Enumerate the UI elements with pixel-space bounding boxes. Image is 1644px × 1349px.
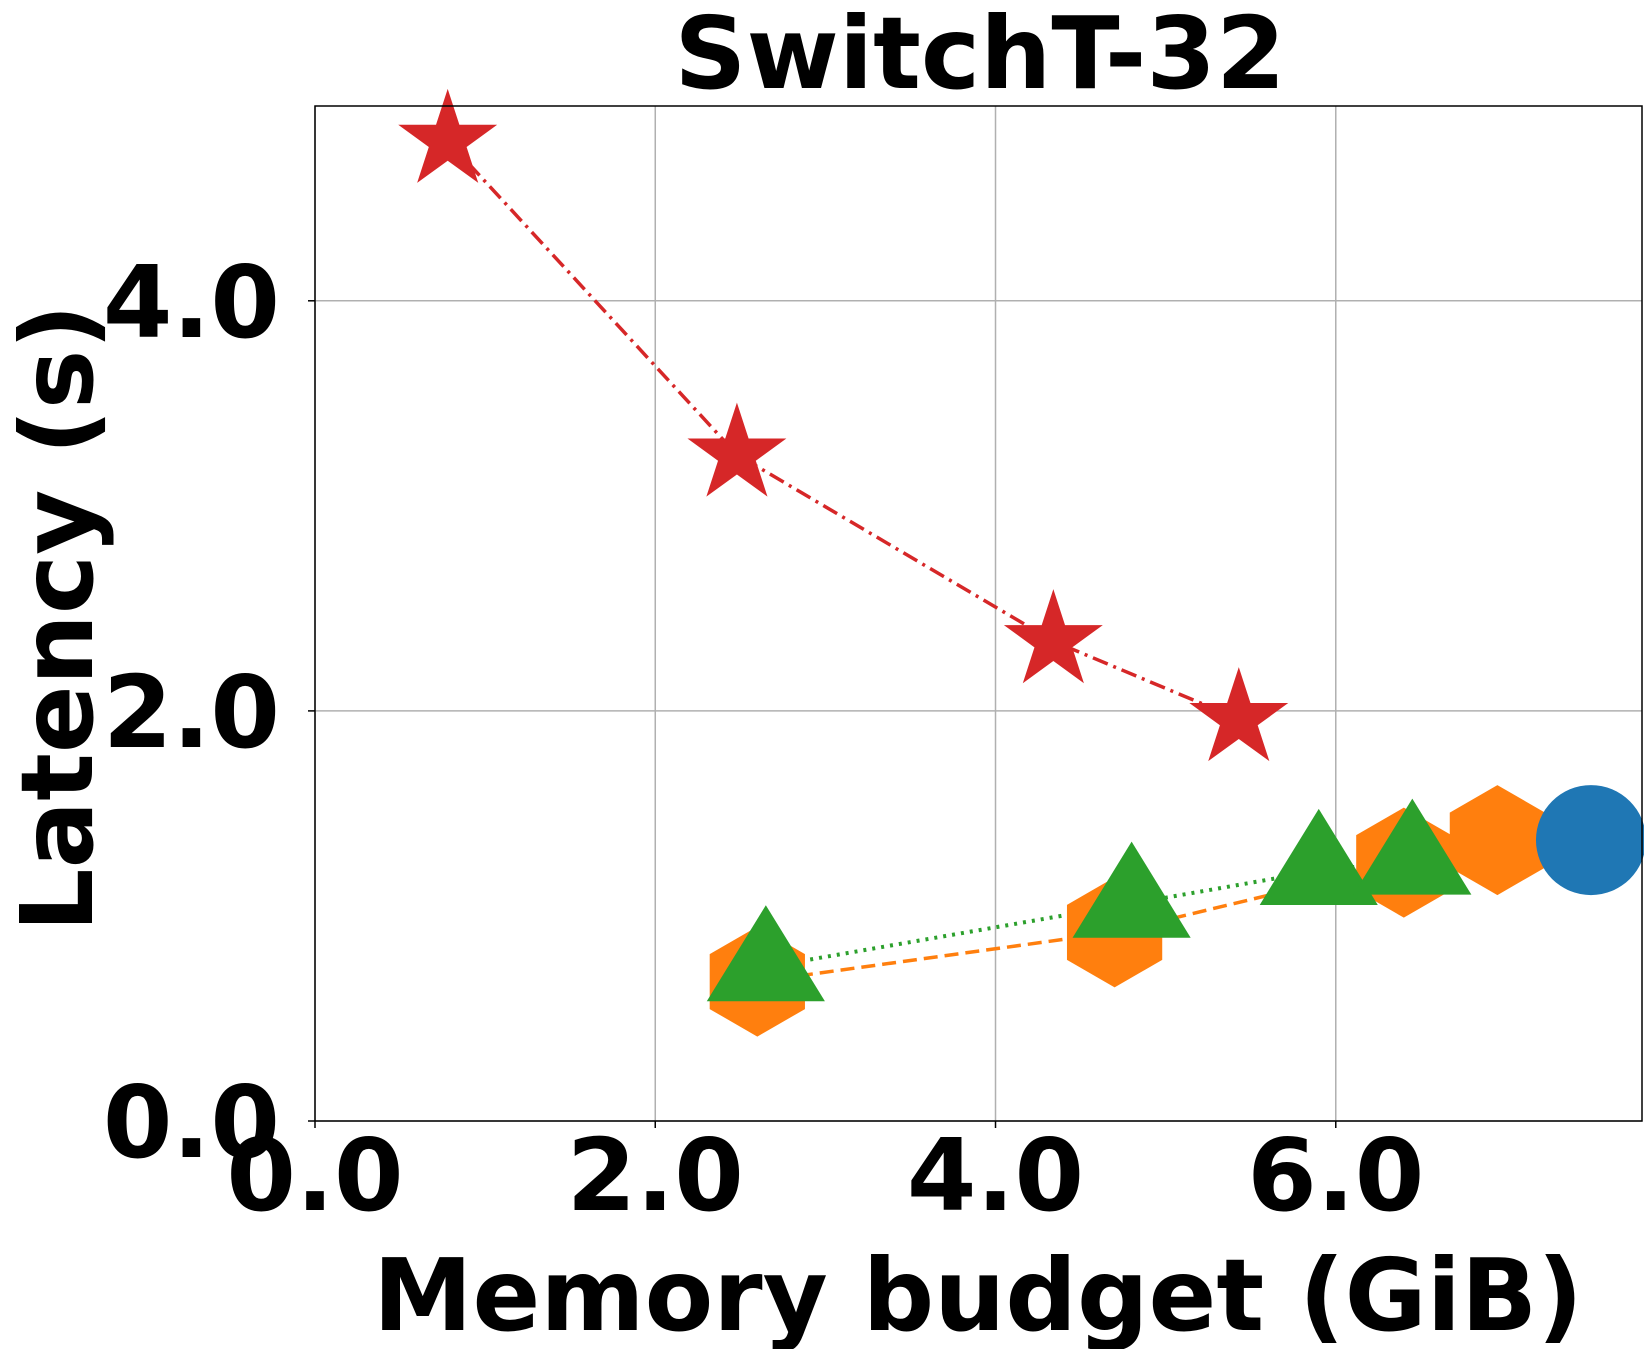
data-point-star xyxy=(687,402,787,497)
chart-title: SwitchT-32 xyxy=(674,0,1285,112)
y-axis-label: Latency (s) xyxy=(0,304,116,932)
series-line xyxy=(446,139,1240,721)
data-point-triangle xyxy=(706,905,825,1002)
data-point-triangle xyxy=(1353,798,1472,895)
x-tick-label: 4.0 xyxy=(907,1117,1084,1234)
grid-layer xyxy=(314,106,1642,1122)
data-point-triangle xyxy=(1259,808,1378,905)
x-tick-label: 6.0 xyxy=(1247,1117,1424,1234)
axes-frame xyxy=(314,105,1643,1122)
y-tick-label: 2.0 xyxy=(103,654,280,771)
x-axis-label: Memory budget (GiB) xyxy=(373,1237,1583,1349)
data-point-star xyxy=(1003,589,1103,684)
data-point-triangle xyxy=(1072,841,1191,938)
data-point-star xyxy=(398,88,498,183)
series-layer xyxy=(398,88,1644,1037)
data-point-circle xyxy=(1535,785,1644,896)
y-tick-label: 4.0 xyxy=(103,244,280,361)
x-tick-label: 2.0 xyxy=(567,1117,744,1234)
y-tick-label: 0.0 xyxy=(103,1064,280,1181)
data-point-star xyxy=(1189,667,1289,762)
x-tick-label: 0.0 xyxy=(226,1117,403,1234)
tick-layer: 0.0 2.0 4.0 6.0 0.0 2.0 4.0 xyxy=(103,244,1425,1234)
data-point-hexagon xyxy=(1449,785,1546,896)
